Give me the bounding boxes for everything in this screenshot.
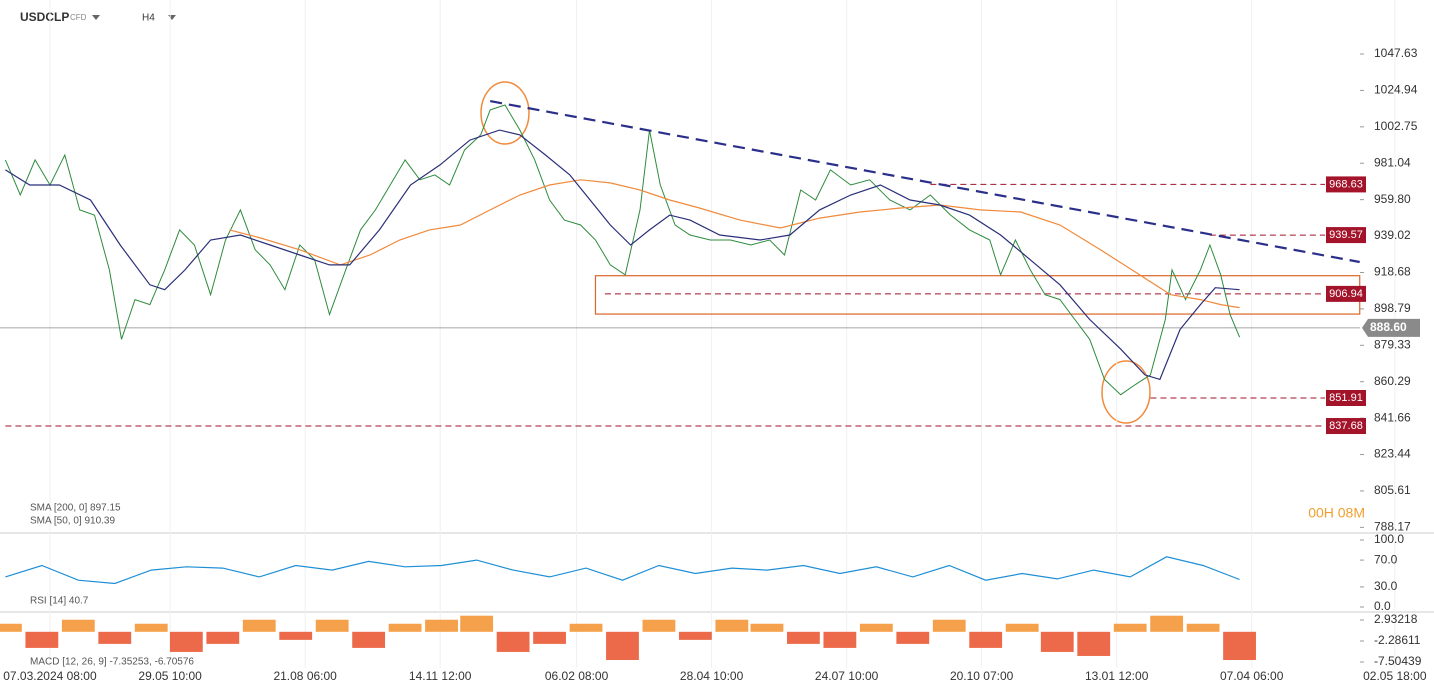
macd-bar [823, 631, 857, 648]
y-tick-label: -2.28611 [1374, 633, 1421, 647]
y-tick-label: 2.93218 [1374, 612, 1418, 626]
macd-bar [715, 619, 749, 632]
candle-timer: 00H 08M [1308, 505, 1365, 521]
macd-bar [279, 631, 313, 640]
macd-bar [169, 631, 203, 652]
macd-bar [134, 623, 168, 632]
level-label: 837.68 [1329, 420, 1363, 432]
macd-bar [388, 623, 422, 632]
level-box [1326, 389, 1366, 406]
macd-bar [315, 619, 349, 632]
macd-bar [242, 619, 276, 632]
y-tick-label: 805.61 [1374, 483, 1411, 497]
y-tick-label: 959.80 [1374, 192, 1411, 206]
x-tick-label: 02.05 18:00 [1363, 669, 1427, 683]
macd-bar [496, 631, 530, 652]
level-label: 906.94 [1329, 288, 1363, 300]
macd-bar [460, 615, 494, 632]
dropdown-arrow[interactable] [92, 15, 100, 20]
y-tick-label: 981.04 [1374, 155, 1411, 169]
y-tick-label: 70.0 [1374, 552, 1398, 566]
x-tick-label: 13.01 12:00 [1085, 669, 1149, 683]
y-tick-label: 879.33 [1374, 337, 1411, 351]
annotation-circle [480, 81, 530, 145]
x-tick-label: 20.10 07:00 [950, 669, 1014, 683]
x-tick-label: 21.08 06:00 [273, 669, 337, 683]
level-box [1326, 418, 1366, 435]
annotation-circle [1101, 360, 1151, 424]
macd-bar [678, 631, 712, 640]
timeframe[interactable]: H4 [142, 13, 155, 24]
macd-bar [1150, 615, 1184, 632]
y-tick-label: 898.79 [1374, 301, 1411, 315]
rsi-line [5, 556, 1240, 585]
level-box [1326, 176, 1366, 193]
last-price-box [1362, 318, 1420, 337]
x-tick-label: 07.04 06:00 [1220, 669, 1284, 683]
macd-bar [750, 623, 784, 632]
level-box [1326, 227, 1366, 244]
price-line [4, 104, 1241, 396]
indicator-label: RSI [14] 40.7 [30, 596, 89, 607]
x-tick-label: 28.04 10:00 [680, 669, 744, 683]
macd-bar [606, 631, 639, 660]
x-tick-label: 24.07 10:00 [815, 669, 879, 683]
legend-entry: SMA [200, 0] 897.15 [30, 503, 121, 514]
macd-bar [1186, 623, 1220, 632]
y-tick-label: 788.17 [1374, 520, 1411, 534]
macd-bar [859, 623, 893, 632]
instrument: CFD [70, 13, 87, 22]
macd-bar [98, 631, 132, 644]
y-tick-label: 1002.75 [1374, 119, 1418, 133]
macd-bar [1077, 631, 1111, 656]
y-tick-label: 1024.94 [1374, 83, 1418, 97]
last-price-label: 888.60 [1370, 320, 1407, 334]
y-tick-label: 860.29 [1374, 374, 1411, 388]
price-line [5, 129, 1240, 381]
y-tick-label: 918.68 [1374, 265, 1411, 279]
level-label: 851.91 [1329, 392, 1363, 404]
macd-bar [25, 631, 59, 648]
y-tick-label: -7.50439 [1374, 654, 1422, 668]
macd-bar [1223, 631, 1256, 660]
trendline [489, 100, 1360, 264]
macd-bar [61, 619, 95, 632]
macd-bar [0, 623, 22, 632]
macd-bar [896, 631, 930, 644]
macd-bar [787, 631, 820, 644]
y-tick-label: 1047.63 [1374, 46, 1418, 60]
macd-bar [352, 631, 386, 648]
y-tick-label: 100.0 [1374, 532, 1404, 546]
level-label: 939.57 [1329, 229, 1363, 241]
macd-bar [1040, 631, 1074, 652]
macd-bar [1113, 623, 1147, 632]
x-tick-label: 14.11 12:00 [409, 669, 472, 683]
x-tick-label: 07.03.2024 08:00 [3, 669, 97, 683]
price-line [229, 179, 1240, 309]
macd-bar [425, 619, 458, 632]
macd-bar [642, 619, 676, 632]
x-tick-label: 29.05 10:00 [138, 669, 202, 683]
level-box [1326, 285, 1366, 302]
macd-bar [969, 631, 1003, 648]
y-tick-label: 841.66 [1374, 410, 1411, 424]
y-tick-label: 939.02 [1374, 228, 1411, 242]
macd-bar [206, 631, 240, 644]
macd-bar [569, 623, 603, 632]
legend-entry: SMA [50, 0] 910.39 [30, 516, 115, 527]
y-tick-label: 30.0 [1374, 579, 1398, 593]
y-tick-label: 823.44 [1374, 447, 1411, 461]
y-tick-label: 0.0 [1374, 599, 1391, 613]
macd-bar [1005, 623, 1039, 632]
macd-bar [533, 631, 566, 644]
symbol[interactable]: USDCLP [20, 10, 69, 24]
indicator-label: MACD [12, 26, 9] -7.35253, -6.70576 [30, 657, 194, 668]
macd-bar [932, 619, 966, 632]
x-tick-label: 06.02 08:00 [545, 669, 609, 683]
level-label: 968.63 [1329, 178, 1363, 190]
